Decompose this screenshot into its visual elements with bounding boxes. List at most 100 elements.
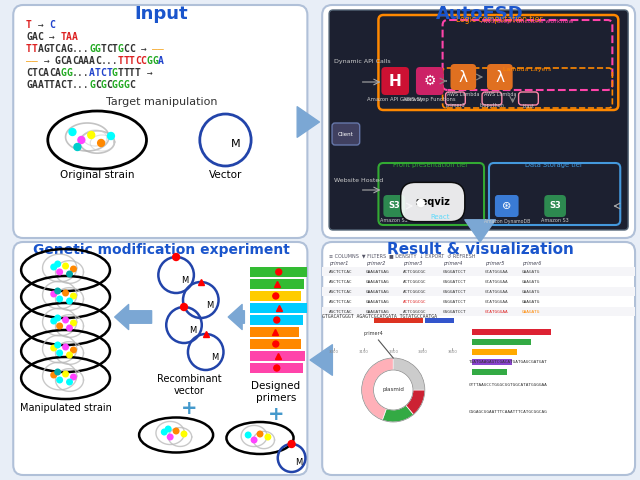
Text: T: T [32, 68, 38, 78]
Text: Input: Input [134, 5, 188, 23]
Text: AWS Step Functions workflow: AWS Step Functions workflow [481, 20, 573, 24]
Text: G: G [54, 56, 61, 66]
Text: G: G [26, 32, 32, 42]
Circle shape [273, 293, 279, 299]
Circle shape [245, 432, 251, 438]
Text: C: C [129, 80, 135, 90]
Text: AWS Step Functions: AWS Step Functions [403, 97, 456, 103]
Text: G: G [66, 68, 72, 78]
Text: →: → [135, 44, 152, 54]
Text: Data Storage tier: Data Storage tier [525, 162, 583, 168]
FancyBboxPatch shape [329, 10, 628, 230]
Text: G: G [95, 44, 100, 54]
Circle shape [63, 317, 68, 323]
Text: React: React [430, 214, 449, 220]
Text: Designed
primers: Designed primers [252, 381, 300, 403]
Text: S3: S3 [549, 202, 561, 211]
Circle shape [173, 428, 179, 434]
Text: A: A [38, 80, 44, 90]
Text: +: + [268, 406, 284, 424]
Text: ACTCGGCGC: ACTCGGCGC [403, 270, 427, 274]
Text: →: → [38, 56, 55, 66]
Bar [250, 327, 300, 337]
Text: ACTCGGCGC: ACTCGGCGC [403, 300, 427, 304]
Text: GAAGATG: GAAGATG [522, 290, 540, 294]
Text: ≡ COLUMNS  ▼ FILTERS  ■ DENSITY  ↓ EXPORT  ↺ REFRESH: ≡ COLUMNS ▼ FILTERS ■ DENSITY ↓ EXPORT ↺… [329, 253, 476, 259]
Text: C: C [54, 44, 61, 54]
Circle shape [252, 437, 257, 443]
Text: GTTTAAGCCTGGGCGGTGGCATATGGGGAA: GTTTAAGCCTGGGCGGTGGCATATGGGGAA [469, 383, 548, 387]
Text: G: G [26, 80, 32, 90]
Text: T: T [49, 80, 55, 90]
Bar [250, 339, 301, 349]
Circle shape [55, 342, 60, 348]
Text: A: A [60, 44, 67, 54]
Text: primer6: primer6 [522, 262, 541, 266]
FancyBboxPatch shape [322, 5, 635, 238]
Text: biopython: biopython [479, 104, 504, 108]
Bar [472, 359, 512, 365]
Text: A: A [38, 44, 44, 54]
Text: G: G [60, 68, 67, 78]
Text: ACTCGGCGC: ACTCGGCGC [403, 310, 427, 314]
Text: ——: —— [152, 44, 164, 54]
Text: GGGGATCCT: GGGGATCCT [443, 310, 466, 314]
Text: M: M [206, 301, 213, 310]
FancyBboxPatch shape [332, 123, 360, 145]
FancyBboxPatch shape [383, 195, 405, 217]
Circle shape [78, 136, 85, 144]
Wedge shape [406, 390, 425, 415]
Text: Logic computation tier: Logic computation tier [456, 14, 542, 24]
Text: 3600: 3600 [447, 350, 458, 354]
Text: TGATGAAGAGTCGACATGATGAGCGATGAT: TGATGAAGAGTCGACATGATGAGCGATGAT [469, 360, 548, 364]
Text: A: A [32, 80, 38, 90]
Circle shape [55, 369, 60, 375]
Text: GAAGATG: GAAGATG [522, 270, 540, 274]
Text: G: G [100, 80, 106, 90]
Text: λ: λ [495, 70, 504, 84]
Text: A: A [54, 80, 61, 90]
Text: C: C [72, 56, 77, 66]
Circle shape [63, 371, 68, 377]
Text: AGCTCTCAC: AGCTCTCAC [329, 310, 353, 314]
Circle shape [63, 344, 68, 350]
Text: GAAGATGAG: GAAGATGAG [365, 310, 389, 314]
Circle shape [67, 379, 72, 385]
Text: H: H [389, 73, 401, 88]
Text: GAAGATGAG: GAAGATGAG [365, 300, 389, 304]
Text: primer4: primer4 [443, 262, 462, 266]
Circle shape [67, 325, 72, 331]
Text: C: C [95, 56, 100, 66]
Text: A: A [77, 56, 83, 66]
Text: T: T [95, 68, 100, 78]
Text: 3150: 3150 [358, 350, 369, 354]
Circle shape [257, 431, 263, 437]
FancyBboxPatch shape [495, 195, 518, 217]
Text: T: T [32, 44, 38, 54]
Circle shape [288, 441, 295, 447]
Circle shape [55, 261, 60, 267]
Text: ...: ... [72, 44, 90, 54]
Bar [250, 291, 301, 301]
Text: G: G [147, 56, 152, 66]
Text: C: C [141, 56, 147, 66]
Text: M: M [181, 276, 189, 285]
Text: Amazon S3: Amazon S3 [541, 218, 569, 224]
Text: ⚙: ⚙ [424, 74, 436, 88]
Text: Dynamic API Calls: Dynamic API Calls [334, 60, 390, 64]
Text: GCATGGGAA: GCATGGGAA [485, 300, 509, 304]
Text: primer1: primer1 [329, 262, 348, 266]
Text: A: A [44, 68, 49, 78]
Bar [250, 315, 303, 325]
Text: Vector: Vector [209, 170, 242, 180]
Bar [472, 339, 531, 345]
Text: ...: ... [100, 56, 118, 66]
FancyBboxPatch shape [13, 5, 307, 238]
Circle shape [274, 317, 280, 323]
Text: A: A [89, 68, 95, 78]
Text: plasmid: plasmid [382, 387, 404, 393]
Text: T: T [118, 56, 124, 66]
Bar [250, 303, 307, 313]
Text: A: A [83, 56, 89, 66]
Wedge shape [393, 358, 425, 390]
